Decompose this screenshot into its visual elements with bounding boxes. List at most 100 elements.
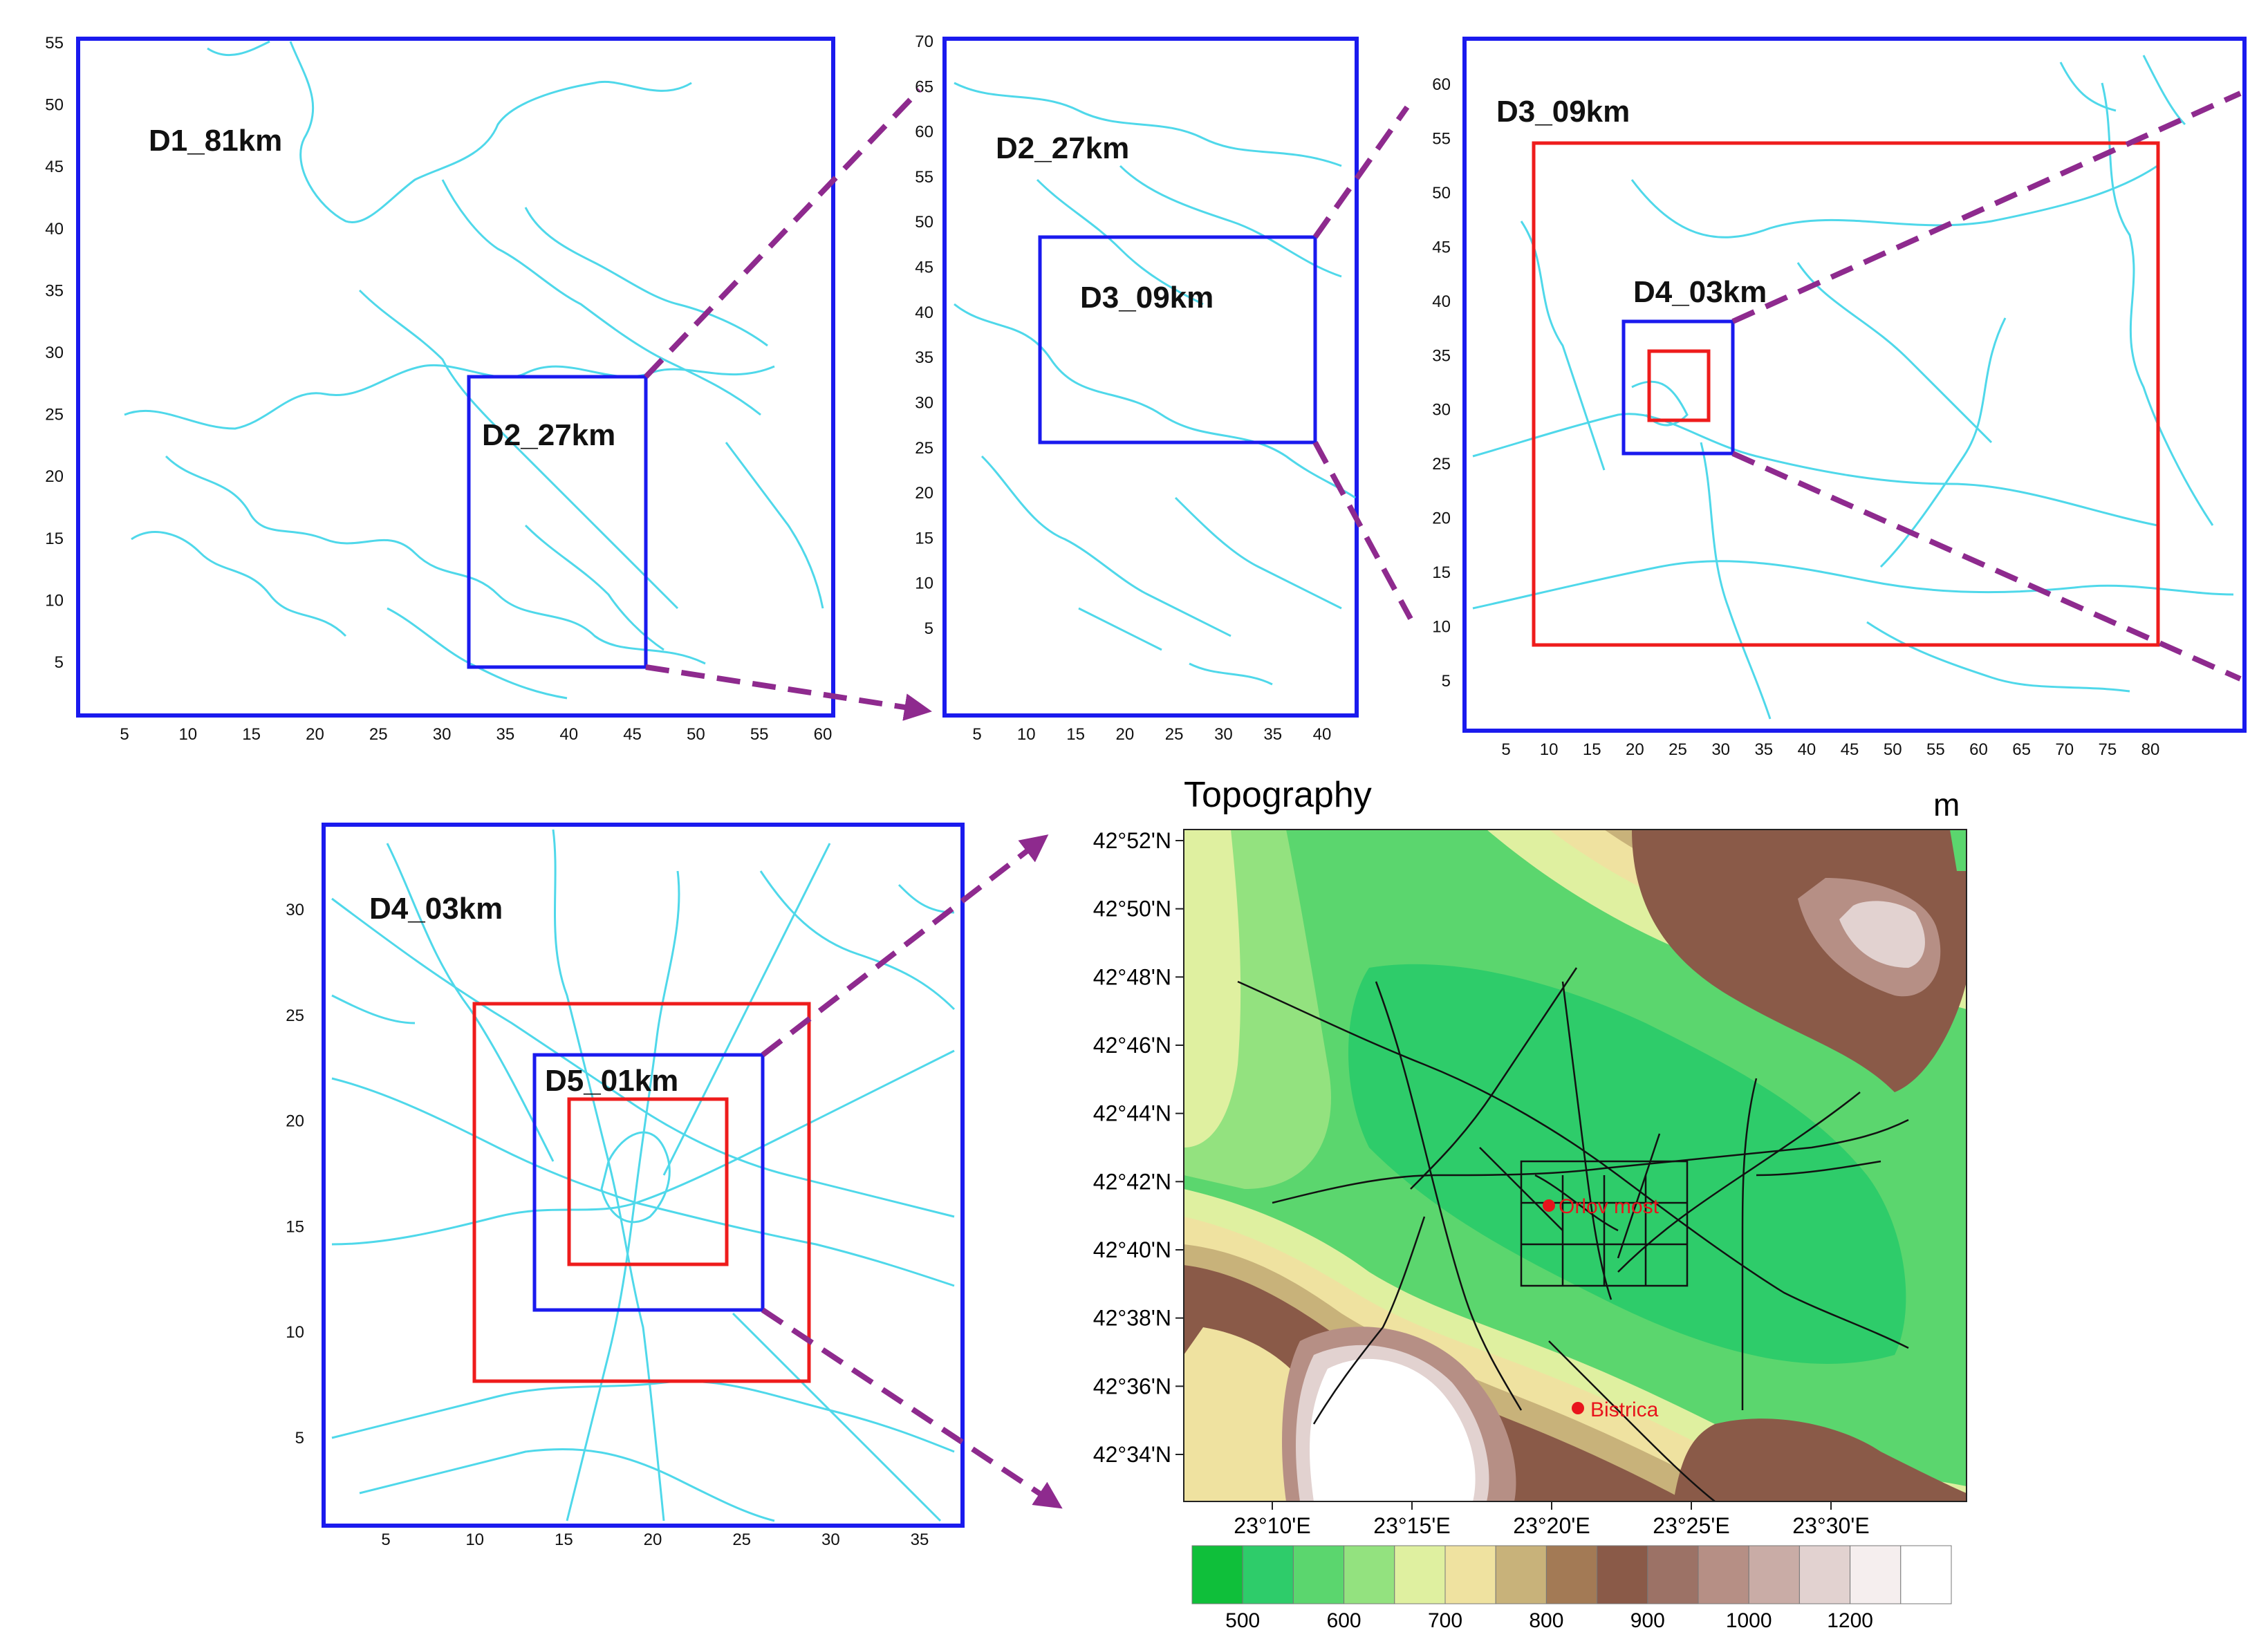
lat-tick-label: 42°44'N [1093, 1101, 1171, 1126]
p3-y-tick-label: 30 [1432, 401, 1451, 420]
p2-x-tick-label: 35 [1263, 725, 1282, 744]
colorbar-swatch [1444, 1545, 1496, 1604]
p3-y-tick-label: 40 [1432, 292, 1451, 311]
lat-tick-label: 42°36'N [1093, 1374, 1171, 1398]
panel-d2-inner-box [1038, 235, 1317, 444]
colorbar-label: 500 [1225, 1609, 1260, 1632]
p3-x-tick-label: 25 [1669, 740, 1687, 759]
p3-x-tick-label: 45 [1841, 740, 1859, 759]
p3-y-tick-label: 10 [1432, 618, 1451, 637]
p4-x-tick-label: 20 [644, 1530, 662, 1549]
p1-x-tick-label: 45 [623, 725, 642, 744]
colorbar-swatch [1597, 1545, 1648, 1604]
arrow-d2-bottom [1312, 441, 1413, 620]
panel-d1-x-ticks: 5 10 15 20 25 30 35 40 45 50 55 60 [120, 725, 832, 744]
p4-y-tick-label: 5 [295, 1429, 304, 1448]
panel-d2: D2_27km D3_09km 5 10 15 20 25 30 35 40 5 10 15 20 2… [915, 32, 1359, 744]
p3-x-tick-label: 10 [1540, 740, 1559, 759]
lat-tick-label: 42°38'N [1093, 1306, 1171, 1331]
p1-y-tick-label: 5 [55, 653, 64, 672]
p3-x-tick-label: 40 [1798, 740, 1816, 759]
p3-x-tick-label: 55 [1926, 740, 1945, 759]
p3-y-tick-label: 15 [1432, 563, 1451, 582]
p1-x-tick-label: 35 [496, 725, 515, 744]
lon-tick-label: 23°20'E [1513, 1513, 1590, 1538]
lat-tick-label: 42°48'N [1093, 964, 1171, 989]
colorbar-label: 1200 [1827, 1609, 1873, 1632]
p1-x-tick-label: 15 [242, 725, 261, 744]
p2-x-tick-label: 10 [1017, 725, 1036, 744]
lat-tick-label: 42°52'N [1093, 828, 1171, 853]
panel-d2-y-ticks: 5 10 15 20 25 30 35 40 45 50 55 60 65 70 [915, 32, 933, 638]
lat-tick-label: 42°42'N [1093, 1169, 1171, 1194]
p1-x-tick-label: 5 [120, 725, 129, 744]
p1-y-tick-label: 55 [45, 34, 64, 53]
p2-y-tick-label: 10 [915, 574, 933, 593]
p3-x-tick-label: 50 [1884, 740, 1902, 759]
p4-y-tick-label: 15 [286, 1217, 304, 1236]
longitude-ticks: 23°10'E 23°15'E 23°20'E 23°25'E 23°30'E [1234, 1501, 1870, 1538]
panel-d1-label: D1_81km [149, 124, 282, 158]
p1-x-tick-label: 50 [687, 725, 705, 744]
p2-y-tick-label: 20 [915, 484, 933, 503]
p3-y-tick-label: 20 [1432, 509, 1451, 528]
p1-y-tick-label: 35 [45, 281, 64, 300]
colorbar-swatch [1647, 1545, 1699, 1604]
p4-x-tick-label: 25 [732, 1530, 751, 1549]
p3-x-tick-label: 80 [2141, 740, 2160, 759]
p4-x-tick-label: 5 [381, 1530, 390, 1549]
p1-y-tick-label: 15 [45, 530, 64, 548]
p3-x-tick-label: 15 [1583, 740, 1601, 759]
colorbar-label: 800 [1529, 1609, 1563, 1632]
panel-d3-rivers [1472, 55, 2234, 720]
colorbar-swatch [1698, 1545, 1749, 1604]
lat-tick-label: 42°46'N [1093, 1033, 1171, 1058]
panel-d3-blue-box [1621, 319, 1735, 456]
colorbar-swatch [1242, 1545, 1294, 1604]
colorbar-swatch [1191, 1545, 1243, 1604]
topography-unit: m [1933, 787, 1960, 823]
colorbar-swatch [1495, 1545, 1547, 1604]
point-orlov-most-label: Orlov most [1559, 1195, 1660, 1218]
topography-frame [1183, 829, 1967, 1502]
arrow-d4-bottom [761, 1307, 1063, 1509]
p3-y-tick-label: 35 [1432, 346, 1451, 365]
topography-field: Orlov most Bistrica [1184, 830, 1967, 1501]
p1-x-tick-label: 40 [559, 725, 578, 744]
p3-y-tick-label: 60 [1432, 75, 1451, 94]
panel-d4-blue-box [532, 1053, 765, 1312]
p4-y-tick-label: 25 [286, 1006, 304, 1025]
p2-y-tick-label: 65 [915, 77, 933, 96]
panel-d2-inner-label: D3_09km [1080, 281, 1214, 315]
p4-x-tick-label: 35 [911, 1530, 929, 1549]
colorbar-label: 700 [1428, 1609, 1462, 1632]
panel-d3-small-red-box [1647, 349, 1711, 422]
arrow-d4-top [761, 834, 1049, 1058]
topography-map: Topography m [1093, 775, 1967, 1632]
colorbar-labels: 500 600 700 800 900 1000 1200 [1225, 1609, 1873, 1632]
p2-y-tick-label: 40 [915, 303, 933, 322]
road-network [1237, 967, 1909, 1501]
p2-x-tick-label: 25 [1165, 725, 1184, 744]
p1-y-tick-label: 10 [45, 591, 64, 610]
point-bistrica-label: Bistrica [1590, 1398, 1659, 1421]
p2-x-tick-label: 15 [1066, 725, 1085, 744]
panel-d3-y-ticks: 5 10 15 20 25 30 35 40 45 50 55 60 [1432, 75, 1451, 691]
p1-y-tick-label: 20 [45, 467, 64, 486]
p2-y-tick-label: 5 [924, 619, 933, 638]
p1-x-tick-label: 55 [750, 725, 769, 744]
p1-x-tick-label: 30 [433, 725, 452, 744]
p4-x-tick-label: 30 [821, 1530, 840, 1549]
panel-d3-label: D3_09km [1496, 95, 1630, 129]
panel-d1-inner-label: D2_27km [482, 418, 615, 452]
colorbar-swatch [1850, 1545, 1902, 1604]
p1-x-tick-label: 60 [814, 725, 833, 744]
arrow-d1-top [644, 88, 922, 379]
p2-y-tick-label: 15 [915, 529, 933, 547]
panel-d2-coastlines [954, 82, 1356, 686]
p2-x-tick-label: 5 [972, 725, 981, 744]
panel-d3: D3_09km D4_03km 5 10 15 20 25 30 35 40 45 50 55 60 6… [1432, 37, 2247, 759]
p4-x-tick-label: 15 [555, 1530, 573, 1549]
p3-y-tick-label: 45 [1432, 238, 1451, 256]
panel-d1-inner-box [467, 375, 648, 669]
